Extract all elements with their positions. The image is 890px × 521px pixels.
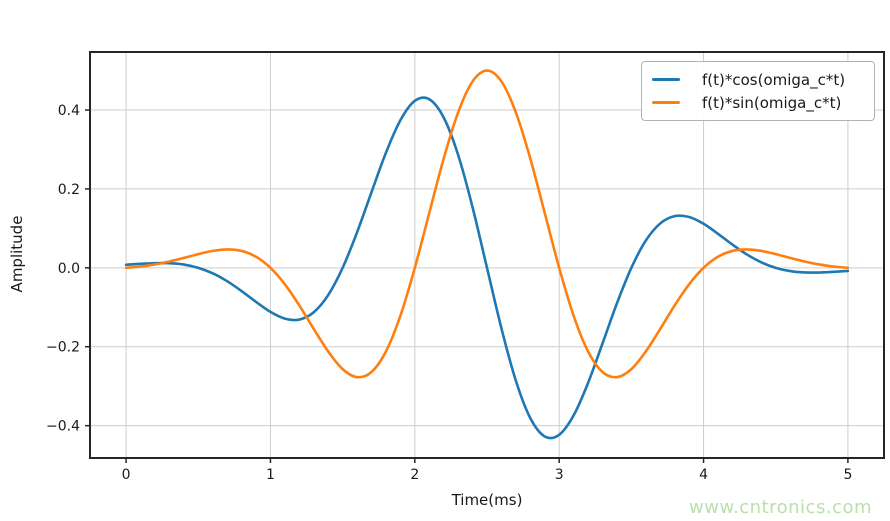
x-tick-label: 0 — [122, 467, 131, 483]
legend-line-cos-icon — [652, 78, 680, 81]
x-tick-label: 5 — [843, 467, 852, 483]
y-axis-label: Amplitude — [8, 215, 26, 293]
y-tick-label: −0.2 — [46, 340, 80, 356]
y-tick-label: 0.2 — [58, 182, 80, 198]
y-tick-label: 0.4 — [58, 103, 80, 119]
axes-frame — [89, 51, 885, 459]
x-axis-label: Time(ms) — [451, 491, 523, 509]
x-tick-label: 3 — [555, 467, 564, 483]
x-tick-label: 1 — [266, 467, 275, 483]
legend-label-cos: f(t)*cos(omiga_c*t) — [702, 70, 846, 89]
x-tick-label: 4 — [699, 467, 708, 483]
series-cos-line — [124, 96, 850, 440]
x-tick-label: 2 — [410, 467, 419, 483]
legend: f(t)*cos(omiga_c*t) f(t)*sin(omiga_c*t) — [641, 61, 875, 121]
legend-item-sin: f(t)*sin(omiga_c*t) — [652, 91, 866, 114]
y-tick-label: 0.0 — [58, 261, 80, 277]
series-sin-line — [124, 69, 850, 379]
watermark: www.cntronics.com — [689, 497, 872, 518]
legend-line-sin-icon — [652, 101, 680, 104]
legend-item-cos: f(t)*cos(omiga_c*t) — [652, 68, 866, 91]
y-tick-label: −0.4 — [46, 419, 80, 435]
legend-label-sin: f(t)*sin(omiga_c*t) — [702, 93, 842, 112]
